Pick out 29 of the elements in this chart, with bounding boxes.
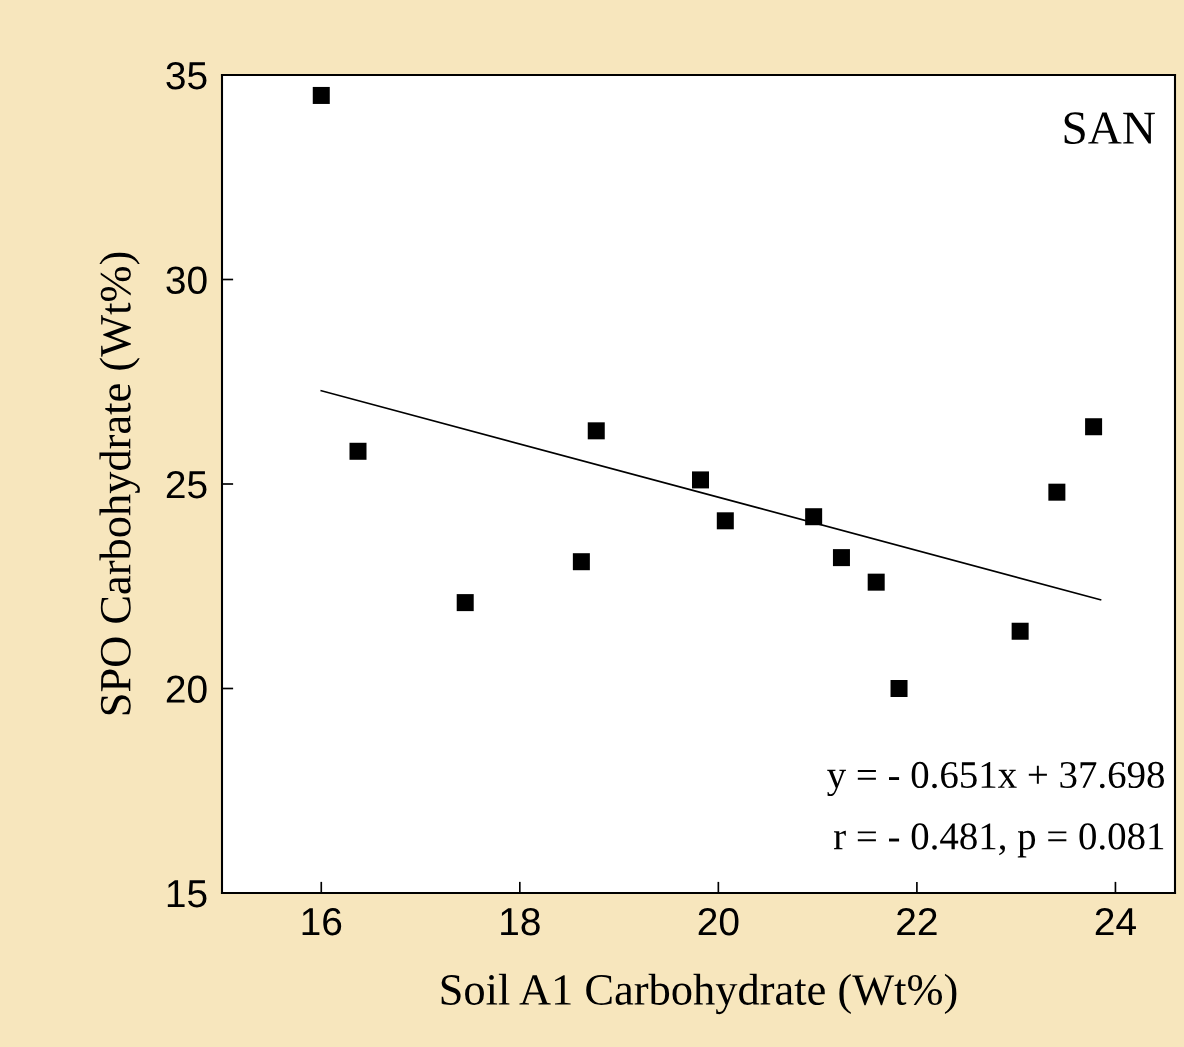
- y-tick-label: 25: [166, 470, 207, 499]
- point: [1048, 483, 1066, 501]
- point: [832, 549, 850, 567]
- y-axis-title: SPO Carbohydrate (Wt%): [99, 252, 140, 715]
- x-tick-label: 16: [302, 907, 342, 936]
- point: [867, 573, 885, 591]
- annotation: SAN: [1064, 112, 1155, 145]
- point: [890, 679, 908, 698]
- point: [1011, 622, 1029, 640]
- y-tick-label: 20: [166, 675, 207, 703]
- point: [312, 86, 330, 104]
- point: [572, 553, 590, 571]
- point: [456, 594, 474, 612]
- point: [691, 471, 709, 489]
- y-tick-label: 35: [166, 61, 207, 90]
- x-tick-label: 24: [1095, 907, 1136, 936]
- x-axis-title: Soil A1 Carbohydrate (Wt%): [441, 973, 957, 1015]
- x-tick-label: 20: [698, 907, 739, 936]
- annotation: r = - 0.481, p = 0.081: [833, 823, 1164, 858]
- x-tick-label: 22: [897, 907, 937, 936]
- point: [805, 508, 823, 526]
- point: [1085, 418, 1103, 436]
- point: [349, 442, 367, 460]
- x-tick-label: 18: [501, 907, 540, 936]
- y-tick-label: 30: [166, 266, 207, 294]
- y-tick-label: 15: [167, 880, 207, 908]
- point: [716, 512, 734, 530]
- annotation: y = - 0.651x + 37.698: [827, 761, 1164, 797]
- point: [587, 422, 605, 440]
